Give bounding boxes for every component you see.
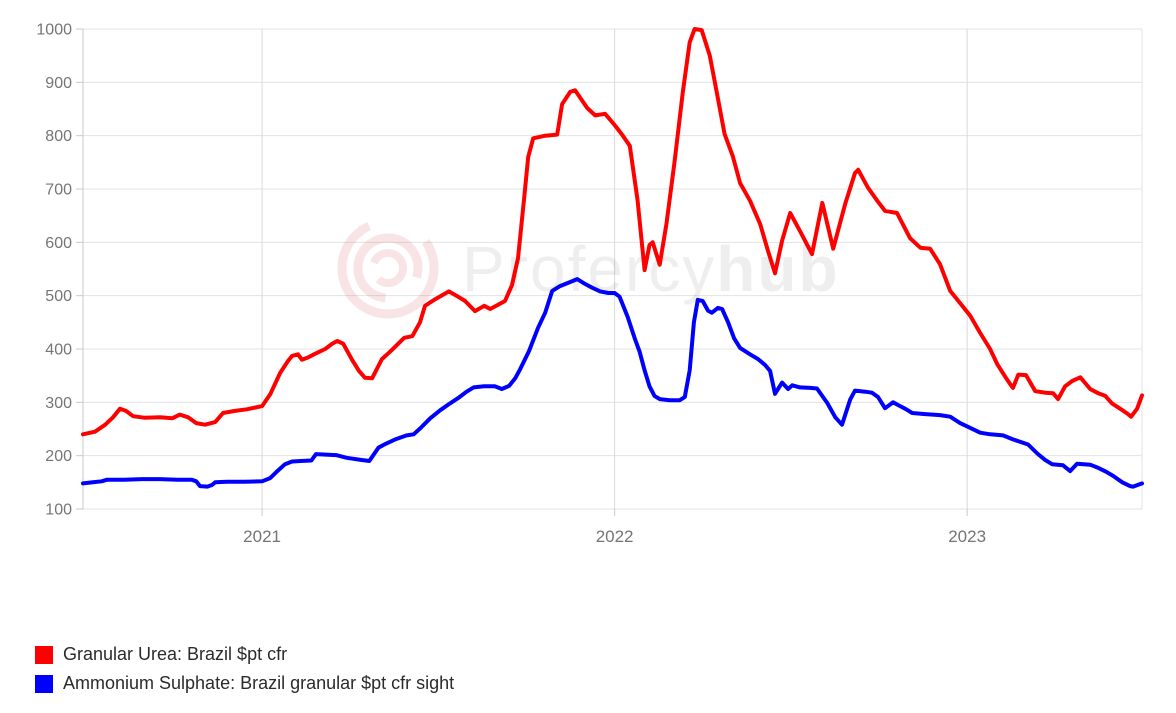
y-axis-label: 400 — [45, 342, 72, 359]
watermark-logo-icon — [337, 217, 439, 319]
y-axis-label: 500 — [45, 288, 72, 305]
watermark: Profercyhub — [337, 217, 838, 319]
x-axis-label: 2022 — [596, 527, 634, 546]
series-line-1 — [81, 277, 1144, 489]
y-axis-label: 100 — [45, 502, 72, 519]
y-axis-label: 300 — [45, 395, 72, 412]
legend-item-granular-urea[interactable]: Granular Urea: Brazil $pt cfr — [35, 644, 454, 665]
legend-label-granular-urea: Granular Urea: Brazil $pt cfr — [63, 644, 288, 664]
x-axis-label: 2021 — [243, 527, 281, 546]
legend: Granular Urea: Brazil $pt cfr Ammonium S… — [35, 644, 454, 702]
series-line-0 — [81, 27, 1144, 437]
x-axis-label: 2023 — [948, 527, 986, 546]
series-layer — [81, 27, 1144, 489]
y-axis-label: 800 — [45, 128, 72, 145]
grid-layer — [76, 28, 1143, 516]
y-axis-label: 600 — [45, 235, 72, 252]
y-axis-label: 900 — [45, 75, 72, 92]
legend-swatch-blue — [35, 674, 53, 693]
y-axis-label: 200 — [45, 448, 72, 465]
legend-label-ammonium-sulphate: Ammonium Sulphate: Brazil granular $pt c… — [63, 673, 455, 693]
axis-labels: 100 200 300 400 500 600 700 800 900 1000 2021 2022 2… — [36, 22, 986, 547]
price-chart: Profercyhub 1002003004005006007008009001… — [36, 22, 1144, 547]
y-axis-label: 700 — [45, 182, 72, 199]
y-axis-label: 1000 — [36, 22, 72, 39]
legend-item-ammonium-sulphate[interactable]: Ammonium Sulphate: Brazil granular $pt c… — [35, 673, 454, 694]
legend-swatch-red — [35, 645, 53, 664]
